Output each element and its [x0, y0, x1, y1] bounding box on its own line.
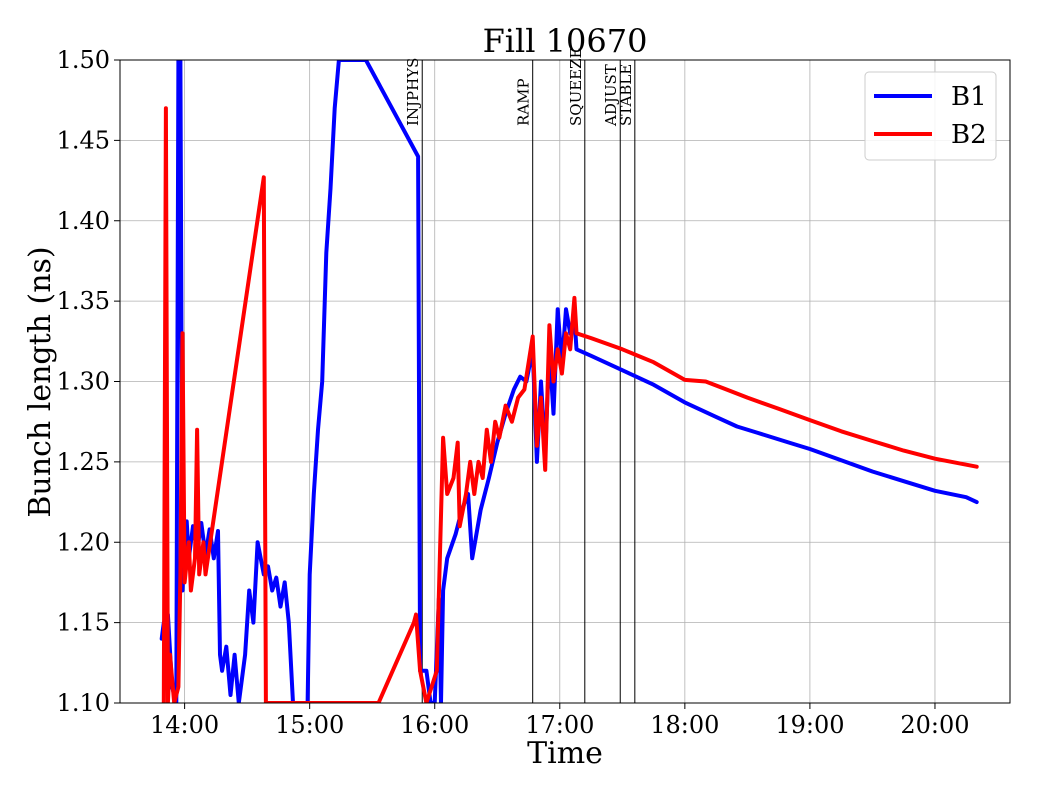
x-tick-label: 20:00 [900, 711, 969, 739]
phase-label: RAMP [515, 78, 533, 126]
legend-label-b2: B2 [951, 120, 987, 150]
x-tick-label: 17:00 [525, 711, 594, 739]
y-tick-label: 1.35 [57, 287, 110, 315]
x-axis-label: Time [527, 736, 603, 771]
y-tick-label: 1.45 [57, 126, 110, 154]
x-tick-label: 18:00 [650, 711, 719, 739]
x-axis-ticks: 14:00 15:00 16:00 17:00 18:00 19:00 20:00 [150, 703, 970, 739]
x-tick-label: 14:00 [150, 711, 219, 739]
x-tick-label: 15:00 [275, 711, 344, 739]
y-tick-label: 1.15 [57, 609, 110, 637]
chart-title: Fill 10670 [483, 22, 648, 60]
x-tick-label: 16:00 [400, 711, 469, 739]
y-tick-label: 1.50 [57, 46, 110, 74]
phase-label: STABLE [617, 64, 635, 126]
phase-label: INJPHYS [404, 58, 422, 126]
y-tick-label: 1.25 [57, 448, 110, 476]
phase-label: ADJUST [602, 64, 620, 127]
x-tick-label: 19:00 [775, 711, 844, 739]
series-line-b2 [161, 106, 979, 703]
y-tick-label: 1.40 [57, 207, 110, 235]
y-axis-label: Bunch length (ns) [23, 246, 58, 517]
series-lines [159, 60, 979, 703]
legend-label-b1: B1 [951, 82, 987, 112]
y-tick-label: 1.30 [57, 368, 110, 396]
y-axis-ticks: 1.10 1.15 1.20 1.25 1.30 1.35 1.40 1.45 1.50 [57, 46, 120, 717]
y-tick-label: 1.20 [57, 528, 110, 556]
y-tick-label: 1.10 [57, 689, 110, 717]
phase-label: SQUEEZE [567, 48, 585, 127]
